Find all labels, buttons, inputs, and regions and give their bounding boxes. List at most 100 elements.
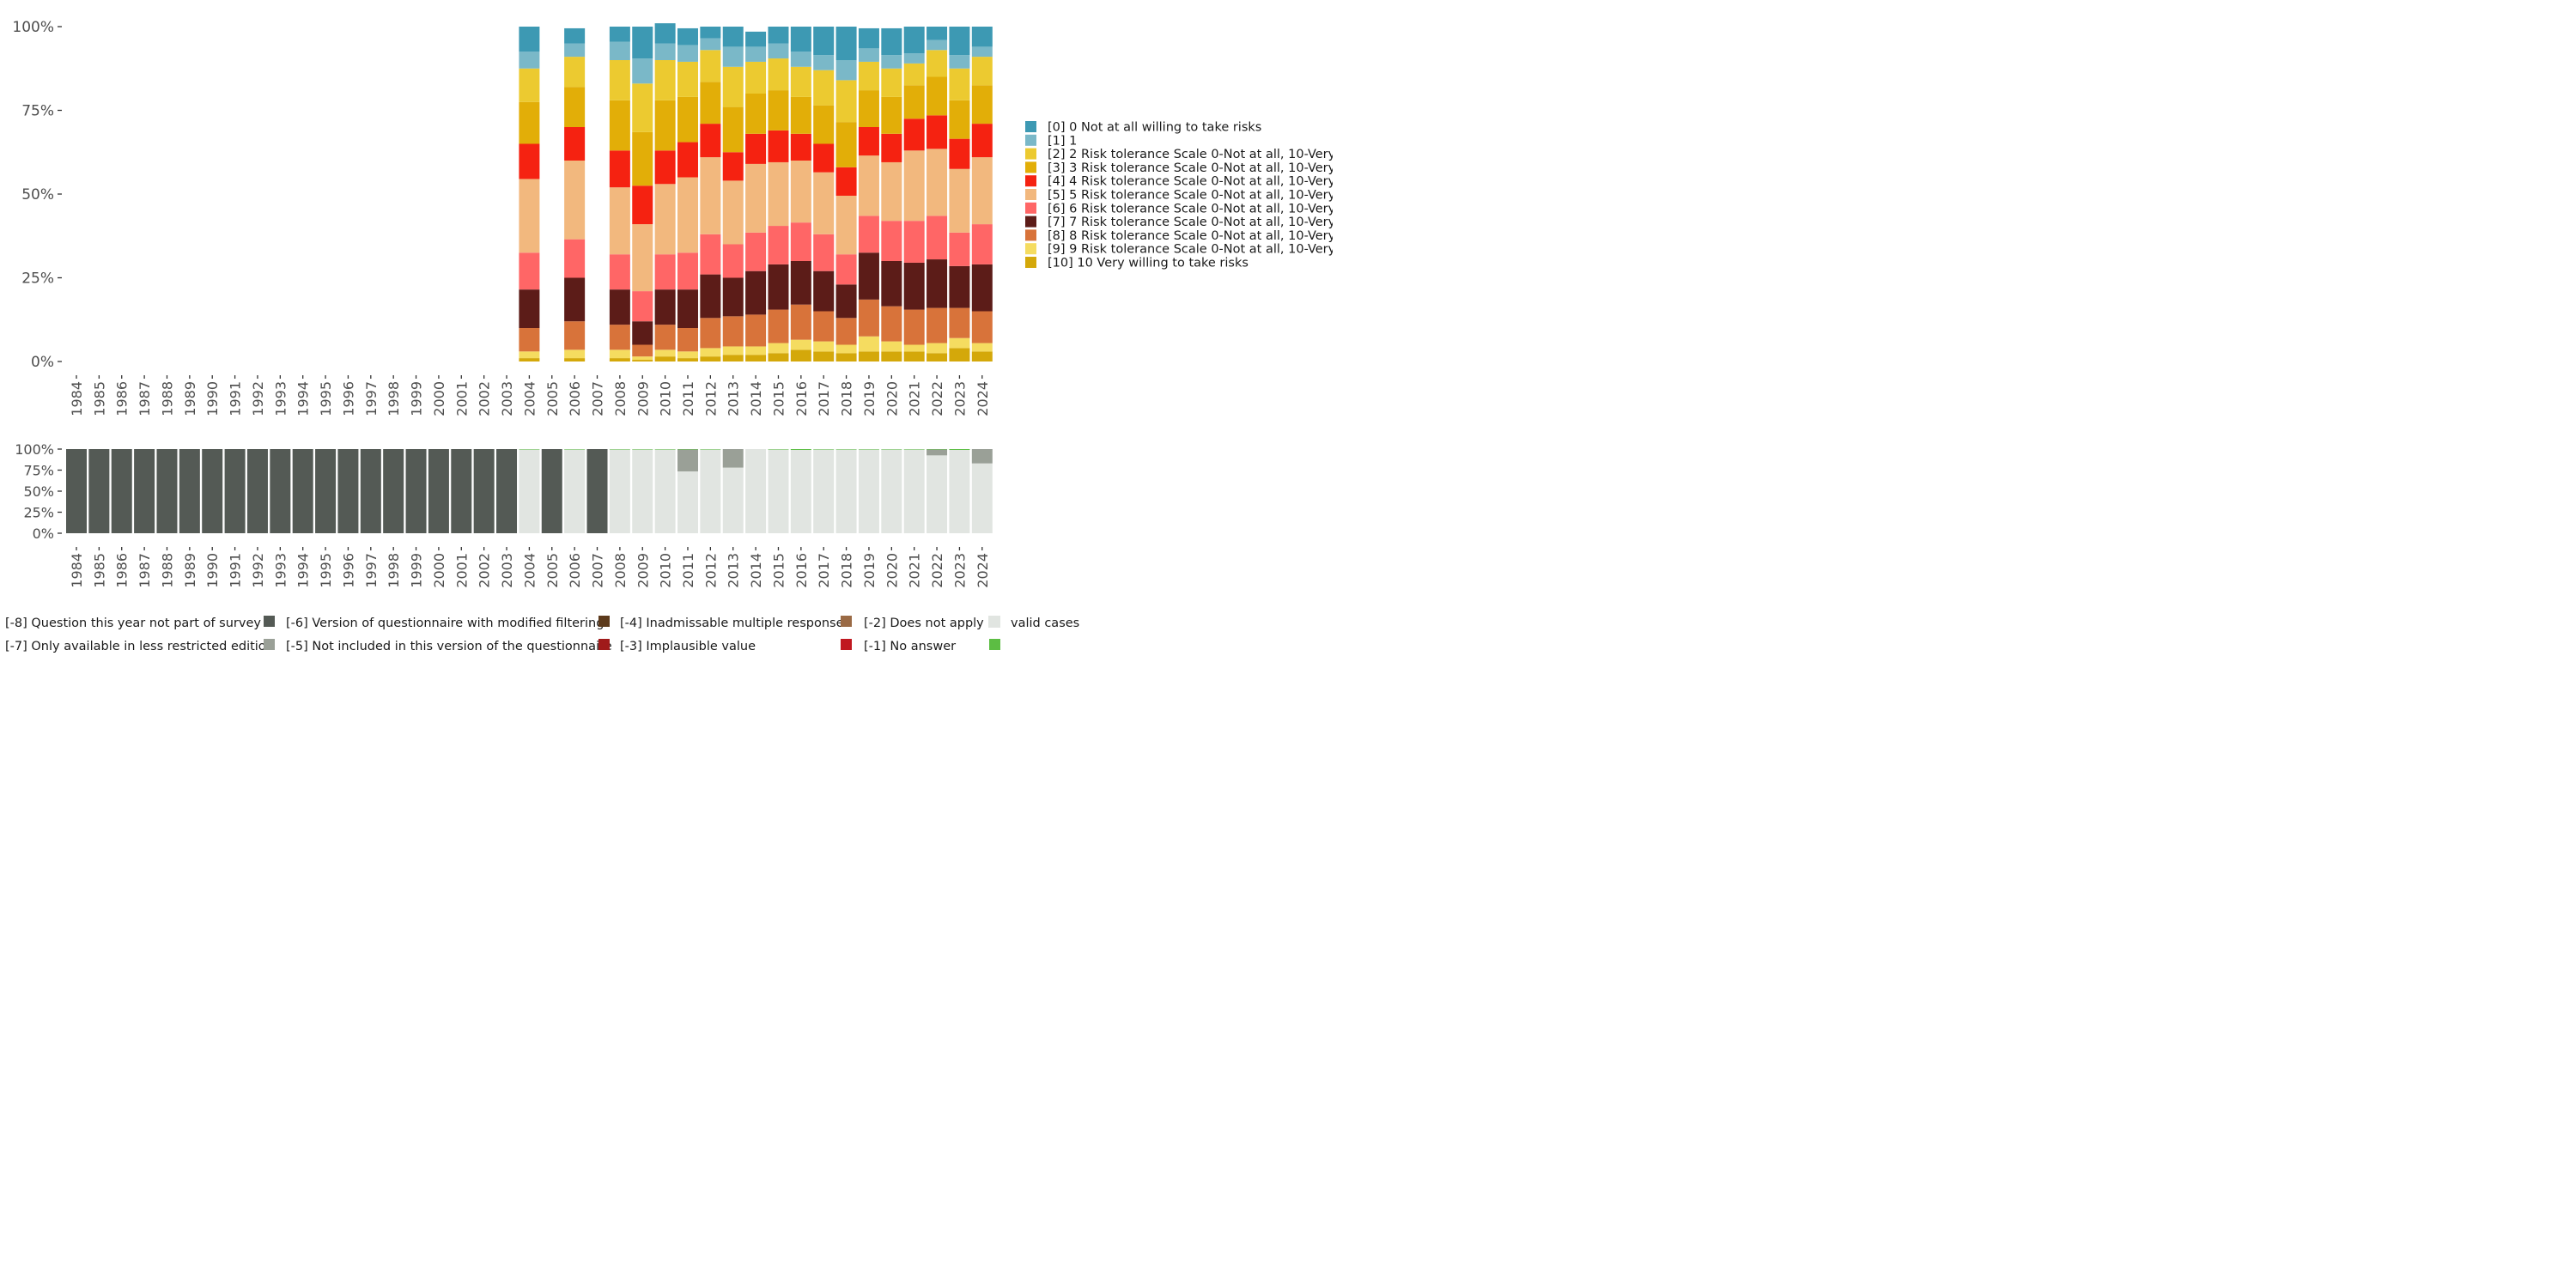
legend-label: [8] 8 Risk tolerance Scale 0-Not at all,… xyxy=(1048,229,1333,243)
top-bar-segment xyxy=(858,351,879,361)
bottom-y-tick-label: 25% xyxy=(23,504,54,520)
top-bar-segment xyxy=(632,291,653,322)
top-x-tick-label: 1984 xyxy=(69,381,85,416)
top-x-tick-label: 1993 xyxy=(272,381,289,416)
top-x-tick-label: 2012 xyxy=(702,381,719,416)
top-bar-segment xyxy=(903,221,925,263)
bottom-bar-segment xyxy=(971,449,993,464)
top-bar-segment xyxy=(722,106,744,153)
top-bar-segment xyxy=(609,349,630,359)
top-stacked-bar-chart: 0% 25% 50% 75% 100% 1984 1985 1986 1987 1988 1989 1… xyxy=(12,19,993,416)
bottom-bar-segment xyxy=(654,449,676,533)
top-bar-segment xyxy=(564,57,586,88)
bottom-x-tick-label: 2024 xyxy=(975,553,991,588)
top-bar-segment xyxy=(971,46,993,58)
bottom-bar-segment xyxy=(813,449,835,533)
top-bar-segment xyxy=(790,339,811,350)
legend-label: [2] 2 Risk tolerance Scale 0-Not at all,… xyxy=(1048,148,1333,161)
bottom-x-tick-label: 1996 xyxy=(340,553,356,588)
bottom-bar-segment xyxy=(360,449,381,533)
bottom-bar-segment xyxy=(405,449,427,533)
top-bar-segment xyxy=(903,53,925,64)
top-bar-segment xyxy=(632,131,653,186)
top-bar-segment xyxy=(745,270,767,315)
bottom-bar-segment xyxy=(451,449,472,533)
top-x-tick-label: 2007 xyxy=(590,381,606,416)
top-bar-segment xyxy=(677,96,698,143)
top-bar-segment xyxy=(700,124,721,158)
top-bar-segment xyxy=(813,70,835,106)
bottom-bar-segment xyxy=(428,449,449,533)
top-bar-segment xyxy=(971,27,993,47)
top-bar-segment xyxy=(632,344,653,357)
top-bar-segment xyxy=(700,348,721,357)
top-bar-segment xyxy=(745,346,767,355)
top-x-tick-label: 1988 xyxy=(159,381,175,416)
top-x-tick-label: 1987 xyxy=(137,381,153,416)
top-bar-segment xyxy=(722,66,744,107)
top-bar-segment xyxy=(609,289,630,325)
top-bar-segment xyxy=(700,38,721,51)
top-bar-segment xyxy=(564,321,586,350)
bottom-x-tick-label: 1993 xyxy=(272,553,289,588)
bottom-bar-segment xyxy=(224,449,246,533)
bottom-x-tick-label: 1989 xyxy=(182,553,198,588)
bottom-bar-segment xyxy=(496,449,518,533)
missing-legend-swatch xyxy=(841,639,852,650)
top-x-tick-label: 2023 xyxy=(951,381,968,416)
top-bar-segment xyxy=(632,356,653,361)
bottom-bar-segment xyxy=(292,449,313,533)
missing-legend-swatch xyxy=(988,616,1000,628)
top-bar-segment xyxy=(609,150,630,188)
top-bar-segment xyxy=(881,68,902,97)
top-bar-segment xyxy=(768,58,789,91)
bottom-bar-segment xyxy=(337,449,359,533)
bottom-x-tick-label: 1988 xyxy=(159,553,175,588)
top-bar-segment xyxy=(927,216,948,260)
top-bar-segment xyxy=(564,349,586,359)
bottom-bar-segment xyxy=(88,449,110,533)
top-bar-segment xyxy=(790,133,811,161)
top-bar-segment xyxy=(858,27,879,49)
bottom-bar-segment xyxy=(315,449,337,533)
top-bar-segment xyxy=(927,149,948,216)
bottom-y-tick-label: 50% xyxy=(23,483,54,500)
top-bar-segment xyxy=(609,358,630,361)
top-bar-segment xyxy=(519,252,540,290)
bottom-x-tick-label: 1984 xyxy=(69,553,85,588)
legend-label: [10] 10 Very willing to take risks xyxy=(1048,257,1249,270)
top-bar-segment xyxy=(835,60,857,81)
missing-legend-swatch xyxy=(598,616,610,627)
legend-swatch xyxy=(1025,175,1036,187)
top-x-tick-label: 2017 xyxy=(816,381,832,416)
top-bar-segment xyxy=(745,61,767,94)
missing-legend-swatch xyxy=(598,639,610,650)
top-bar-segment xyxy=(519,351,540,359)
top-bar-segment xyxy=(677,289,698,328)
top-bar-segment xyxy=(949,337,970,349)
bottom-x-tick-label: 1986 xyxy=(114,553,131,588)
top-bar-segment xyxy=(654,43,676,60)
missing-legend-label: [-5] Not included in this version of the… xyxy=(286,640,612,653)
top-bar-segment xyxy=(519,68,540,102)
top-x-tick-label: 2014 xyxy=(748,381,764,416)
top-bar-segment xyxy=(835,344,857,354)
top-bar-segment xyxy=(609,100,630,151)
top-bar-segment xyxy=(700,27,721,39)
bottom-x-tick-label: 2020 xyxy=(884,553,900,588)
top-bar-segment xyxy=(971,85,993,125)
top-bar-segment xyxy=(609,41,630,60)
bottom-y-tick-label: 0% xyxy=(33,526,54,542)
bottom-x-tick-label: 2002 xyxy=(477,553,493,588)
top-bar-segment xyxy=(632,58,653,84)
legend-swatch xyxy=(1025,202,1036,214)
top-bar-segment xyxy=(927,39,948,51)
top-bar-segment xyxy=(813,341,835,352)
legend-swatch xyxy=(1025,189,1036,200)
legend-swatch xyxy=(1025,216,1036,228)
bottom-x-tick-label: 2019 xyxy=(861,553,878,588)
top-x-tick-label: 1991 xyxy=(228,381,244,416)
top-y-tick-label: 100% xyxy=(12,19,54,36)
top-x-tick-label: 2022 xyxy=(929,381,945,416)
missing-legend-label: [-1] No answer xyxy=(864,640,956,653)
